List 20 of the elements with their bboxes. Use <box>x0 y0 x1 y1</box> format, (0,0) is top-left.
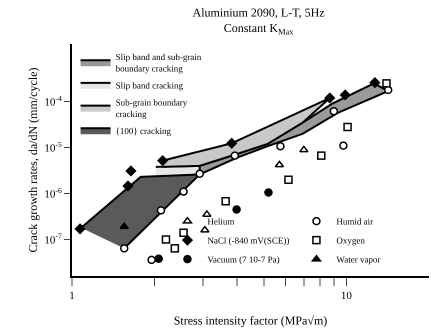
chart-subtitle: Constant K$_{Max}$ <box>224 21 294 37</box>
x-tick-label: 1 <box>69 290 75 302</box>
y-tick-label: 10$^{-7}$ <box>44 232 62 246</box>
legend-label: Water vapor <box>336 254 380 265</box>
y-tick-label: 10$^{-4}$ <box>44 94 62 108</box>
x-axis-title: Stress intensity factor (MPa√m) <box>174 314 328 328</box>
legend-label: {100} cracking <box>116 126 172 136</box>
y-axis-title: Crack growth rates, da/dN (mm/cycle) <box>26 68 40 252</box>
y-tick-label: 10$^{-5}$ <box>44 140 62 154</box>
x-tick-label: 10 <box>340 290 352 302</box>
legend-label: Sub-grain boundary cracking <box>116 97 188 119</box>
legend-label: Slip band and sub-grain boundary cracking <box>116 52 202 74</box>
legend-label: Vacuum (7 10-7 Pa) <box>207 254 280 265</box>
legend-label: NaCl (-840 mV(SCE)) <box>207 236 290 246</box>
legend-label: Humid air <box>336 216 374 227</box>
y-tick-label: 10$^{-6}$ <box>44 186 62 200</box>
legend-label: Helium <box>207 216 234 227</box>
chart-title: Aluminium 2090, L-T, 5Hz <box>192 5 325 20</box>
legend-label: Slip band cracking <box>116 80 184 90</box>
legend-label: Oxygen <box>336 236 366 246</box>
